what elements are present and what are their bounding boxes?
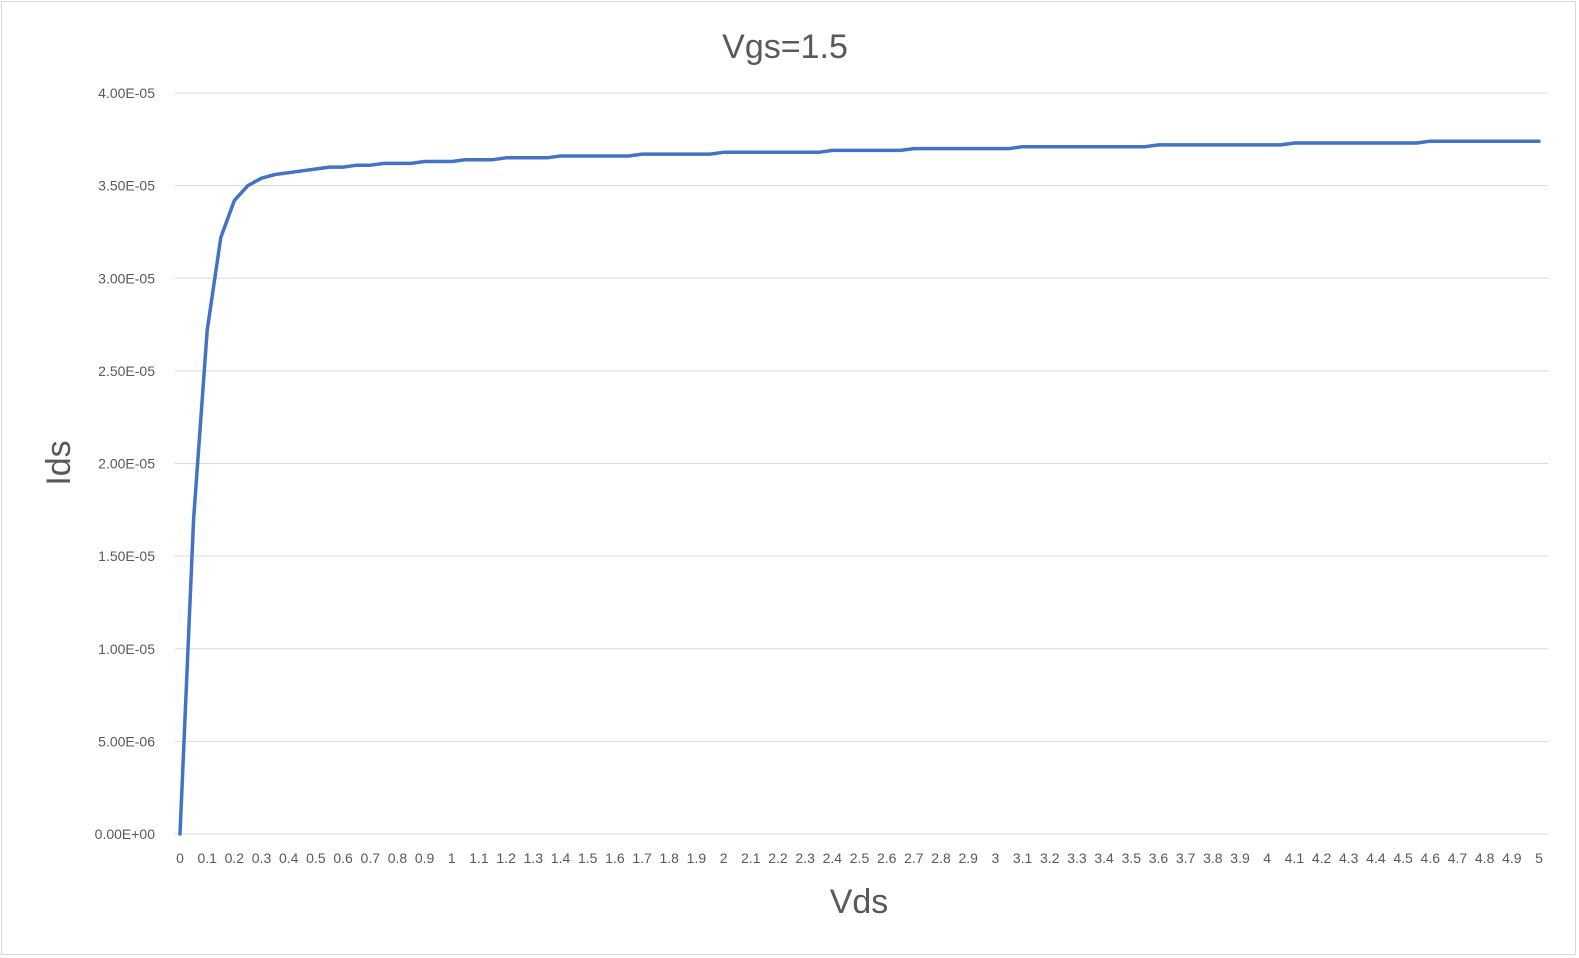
y-tick-label: 2.00E-05 <box>98 456 155 472</box>
x-tick-label: 0.1 <box>197 850 217 866</box>
y-tick-label: 5.00E-06 <box>98 733 155 749</box>
x-tick-label: 4.4 <box>1366 850 1386 866</box>
x-tick-label: 1.7 <box>632 850 652 866</box>
x-tick-label: 0.6 <box>333 850 353 866</box>
x-tick-label: 2.8 <box>931 850 951 866</box>
x-tick-label: 4.7 <box>1448 850 1468 866</box>
x-tick-label: 0.3 <box>252 850 272 866</box>
x-tick-label: 0.9 <box>415 850 435 866</box>
y-tick-label: 2.50E-05 <box>98 363 155 379</box>
x-tick-label: 3.2 <box>1040 850 1060 866</box>
x-tick-label: 2.6 <box>877 850 897 866</box>
x-tick-label: 1.9 <box>687 850 707 866</box>
x-tick-label: 1.5 <box>578 850 598 866</box>
x-tick-label: 4.5 <box>1393 850 1413 866</box>
x-tick-label: 0.2 <box>225 850 245 866</box>
x-tick-label: 3 <box>992 850 1000 866</box>
x-tick-label: 3.4 <box>1094 850 1114 866</box>
x-tick-label: 0 <box>176 850 184 866</box>
x-tick-label: 4.6 <box>1421 850 1441 866</box>
x-tick-label: 2.3 <box>795 850 815 866</box>
x-tick-label: 4.8 <box>1475 850 1495 866</box>
x-tick-label: 2.7 <box>904 850 924 866</box>
x-tick-label: 3.5 <box>1122 850 1142 866</box>
x-tick-label: 3.9 <box>1230 850 1250 866</box>
x-tick-label: 2.5 <box>850 850 870 866</box>
x-tick-label: 3.6 <box>1149 850 1169 866</box>
x-tick-label: 2 <box>720 850 728 866</box>
x-tick-label: 4.2 <box>1312 850 1332 866</box>
y-tick-label: 1.50E-05 <box>98 548 155 564</box>
x-tick-label: 3.7 <box>1176 850 1196 866</box>
y-tick-label: 3.00E-05 <box>98 270 155 286</box>
x-tick-label: 4.1 <box>1285 850 1305 866</box>
x-tick-label: 1 <box>448 850 456 866</box>
x-tick-label: 1.6 <box>605 850 625 866</box>
y-tick-label: 1.00E-05 <box>98 641 155 657</box>
x-tick-label: 3.3 <box>1067 850 1087 866</box>
x-axis-ticks: 0 0.1 0.2 0.3 0.4 0.5 0.6 0.7 0.8 0.9 1 1.1 1.2 1.3 1.… <box>176 850 1543 866</box>
x-tick-label: 2.9 <box>958 850 978 866</box>
gridlines <box>175 92 1548 835</box>
x-tick-label: 4.3 <box>1339 850 1359 866</box>
y-tick-label: 0.00E+00 <box>95 826 156 842</box>
x-tick-label: 3.8 <box>1203 850 1223 866</box>
x-tick-label: 1.1 <box>469 850 489 866</box>
x-tick-label: 1.8 <box>660 850 680 866</box>
x-tick-label: 0.7 <box>361 850 381 866</box>
x-tick-label: 2.2 <box>768 850 788 866</box>
x-tick-label: 2.1 <box>741 850 761 866</box>
y-axis-ticks: 0.00E+00 5.00E-06 1.00E-05 1.50E-05 2.00E-05… <box>95 85 156 842</box>
x-tick-label: 4.9 <box>1502 850 1522 866</box>
y-tick-label: 4.00E-05 <box>98 85 155 101</box>
y-tick-label: 3.50E-05 <box>98 178 155 194</box>
x-axis-title: Vds <box>830 883 889 921</box>
x-tick-label: 0.5 <box>306 850 326 866</box>
x-tick-label: 1.3 <box>524 850 544 866</box>
x-tick-label: 0.8 <box>388 850 408 866</box>
x-tick-label: 0.4 <box>279 850 299 866</box>
chart-title: Vgs=1.5 <box>722 28 848 66</box>
x-tick-label: 5 <box>1535 850 1543 866</box>
y-axis-title: Ids <box>40 440 78 485</box>
x-tick-label: 1.2 <box>496 850 516 866</box>
series-line-ids <box>178 139 1541 836</box>
x-tick-label: 2.4 <box>823 850 843 866</box>
x-tick-label: 4 <box>1263 850 1271 866</box>
x-tick-label: 3.1 <box>1013 850 1033 866</box>
x-tick-label: 1.4 <box>551 850 571 866</box>
